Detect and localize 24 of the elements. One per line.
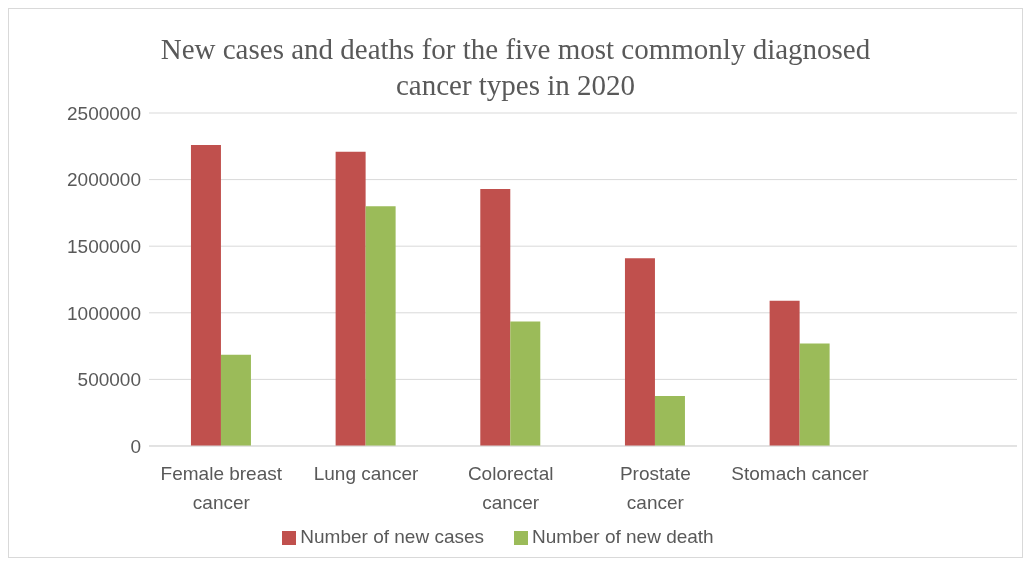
y-tick-label: 1500000 bbox=[67, 235, 141, 257]
bar bbox=[769, 300, 800, 446]
bar bbox=[624, 258, 655, 446]
legend-label: Number of new cases bbox=[300, 526, 485, 547]
y-tick-label: 2500000 bbox=[67, 102, 141, 124]
x-tick-label: Female breast cancer bbox=[160, 463, 283, 513]
bar bbox=[190, 144, 221, 446]
bar bbox=[654, 396, 685, 446]
bar bbox=[220, 354, 251, 446]
y-tick-label: 0 bbox=[130, 435, 141, 457]
y-tick-label: 500000 bbox=[77, 369, 141, 391]
x-tick-label: Stomach cancer bbox=[731, 463, 870, 484]
chart-title: New cases and deaths for the five most commonly diagnosed cancer types in 2020 bbox=[159, 32, 872, 103]
y-tick-label: 2000000 bbox=[67, 169, 141, 191]
x-tick-label: Prostate cancer bbox=[619, 463, 691, 513]
bar bbox=[480, 188, 511, 446]
x-tick-label: Colorectal cancer bbox=[467, 463, 554, 513]
bar bbox=[799, 343, 830, 446]
x-tick-label: Lung cancer bbox=[313, 463, 419, 484]
bar bbox=[510, 321, 541, 446]
legend-label: Number of new death bbox=[532, 526, 714, 547]
bar bbox=[365, 206, 396, 446]
y-tick-label: 1000000 bbox=[67, 302, 141, 324]
bar bbox=[335, 151, 366, 446]
